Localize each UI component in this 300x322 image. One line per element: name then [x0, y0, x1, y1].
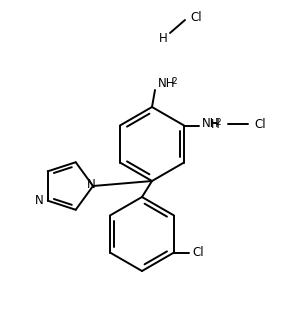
Text: H: H [159, 32, 167, 44]
Text: 2: 2 [171, 77, 177, 86]
Text: Cl: Cl [192, 246, 204, 259]
Text: 2: 2 [215, 118, 221, 127]
Text: N: N [87, 177, 95, 191]
Text: H: H [211, 118, 220, 130]
Text: Cl: Cl [254, 118, 266, 130]
Text: NH: NH [158, 77, 175, 90]
Text: NH: NH [202, 117, 220, 130]
Text: Cl: Cl [190, 11, 202, 24]
Text: N: N [35, 194, 44, 207]
